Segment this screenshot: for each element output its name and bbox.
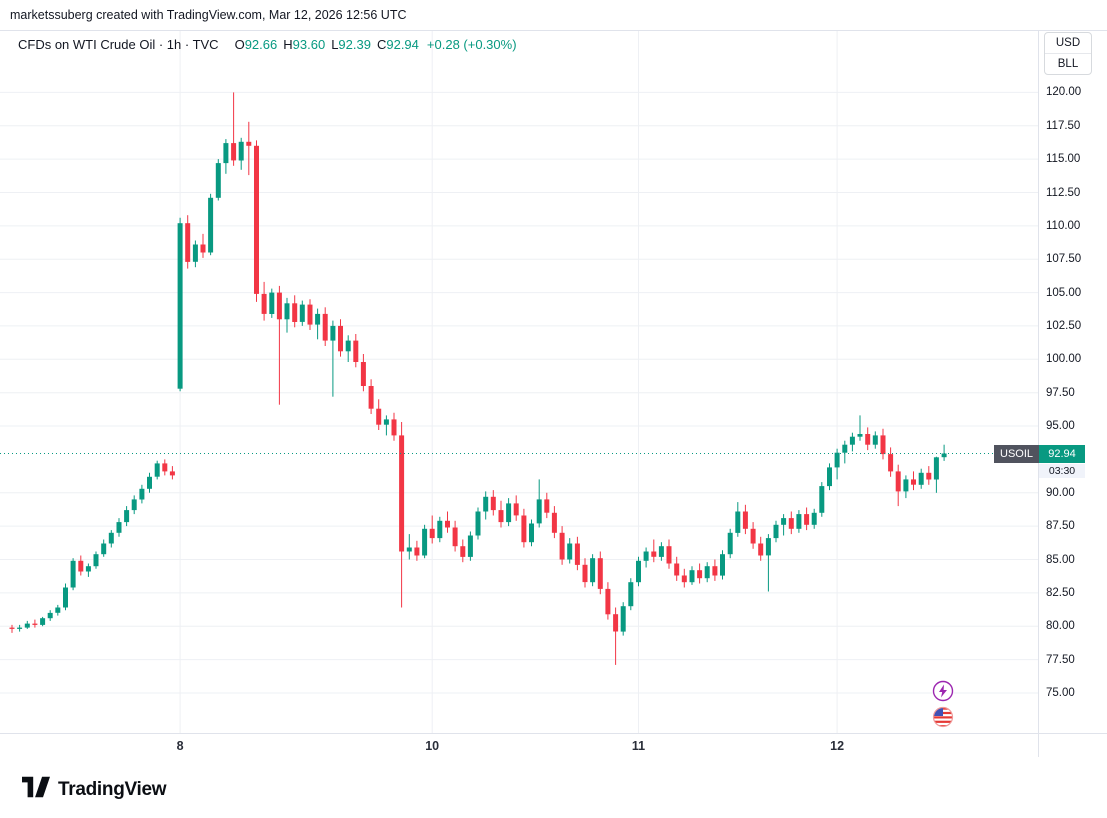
bar-countdown: 03:30 bbox=[1039, 463, 1086, 478]
low-label: L bbox=[331, 37, 339, 52]
price-tick-label: 97.50 bbox=[1046, 386, 1075, 399]
price-tick-label: 82.50 bbox=[1046, 586, 1075, 599]
open-label: O bbox=[234, 37, 245, 52]
price-tick-label: 75.00 bbox=[1046, 687, 1075, 699]
price-tick-label: 107.50 bbox=[1046, 253, 1082, 266]
time-axis[interactable]: 8 10 11 12 bbox=[0, 733, 1038, 759]
high-label: H bbox=[283, 37, 293, 52]
candlestick-plot[interactable] bbox=[0, 31, 1038, 733]
change-value: +0.28 (+0.30%) bbox=[426, 37, 517, 52]
tradingview-logo-icon[interactable] bbox=[22, 775, 50, 804]
close-value: 92.94 bbox=[386, 37, 419, 52]
price-tick-label: 87.50 bbox=[1046, 520, 1075, 533]
currency-unit-selector[interactable]: USD BLL bbox=[1044, 32, 1092, 75]
time-axis-label: 10 bbox=[425, 739, 440, 753]
time-axis-label: 12 bbox=[830, 739, 845, 753]
attribution-text: marketssuberg created with TradingView.c… bbox=[10, 8, 407, 22]
price-tick-label: 110.00 bbox=[1046, 219, 1081, 232]
unit-label[interactable]: BLL bbox=[1057, 58, 1079, 70]
close-label: C bbox=[376, 37, 387, 52]
time-axis-label: 11 bbox=[631, 739, 646, 753]
open-value: 92.66 bbox=[244, 37, 278, 52]
lightning-icon[interactable] bbox=[932, 680, 954, 702]
price-tick-label: 77.50 bbox=[1046, 653, 1075, 666]
price-tick-label: 102.50 bbox=[1046, 319, 1082, 332]
price-tick-label: 95.00 bbox=[1046, 420, 1075, 432]
symbol-legend: CFDs on WTI Crude Oil · 1h · TVC O92.66 H9… bbox=[18, 37, 517, 52]
low-value: 92.39 bbox=[338, 37, 371, 52]
symbol-badge: USOIL bbox=[994, 444, 1040, 463]
price-scale[interactable]: 120.00 117.50 115.00 112.50 110.00 107.50 105.… bbox=[1039, 31, 1107, 733]
high-value: 93.60 bbox=[292, 37, 326, 52]
currency-label[interactable]: USD bbox=[1045, 33, 1091, 54]
price-tick-label: 80.00 bbox=[1046, 620, 1075, 633]
price-tick-label: 90.00 bbox=[1046, 486, 1075, 499]
tradingview-brand-text: TradingView bbox=[58, 778, 167, 800]
price-axis-border bbox=[1038, 30, 1039, 757]
price-tick-label: 85.00 bbox=[1046, 553, 1075, 566]
price-tick-label: 115.00 bbox=[1046, 153, 1081, 166]
symbol-title[interactable]: CFDs on WTI Crude Oil · 1h · TVC bbox=[18, 37, 219, 52]
price-tick-label: 100.00 bbox=[1046, 353, 1082, 366]
price-tick-label: 117.50 bbox=[1046, 119, 1081, 132]
us-flag-icon[interactable] bbox=[932, 706, 954, 728]
price-tick-label: 120.00 bbox=[1046, 86, 1082, 99]
last-price-tag[interactable]: USOIL 92.94 03:30 bbox=[994, 444, 1086, 478]
price-tick-label: 105.00 bbox=[1046, 286, 1082, 299]
price-tick-label: 112.50 bbox=[1046, 186, 1081, 199]
time-axis-border bbox=[0, 733, 1107, 734]
time-axis-label: 8 bbox=[176, 739, 184, 753]
tradingview-footer[interactable]: TradingView bbox=[22, 775, 167, 804]
chart-top-border bbox=[0, 30, 1107, 31]
last-price-badge: 92.94 bbox=[1039, 444, 1086, 463]
